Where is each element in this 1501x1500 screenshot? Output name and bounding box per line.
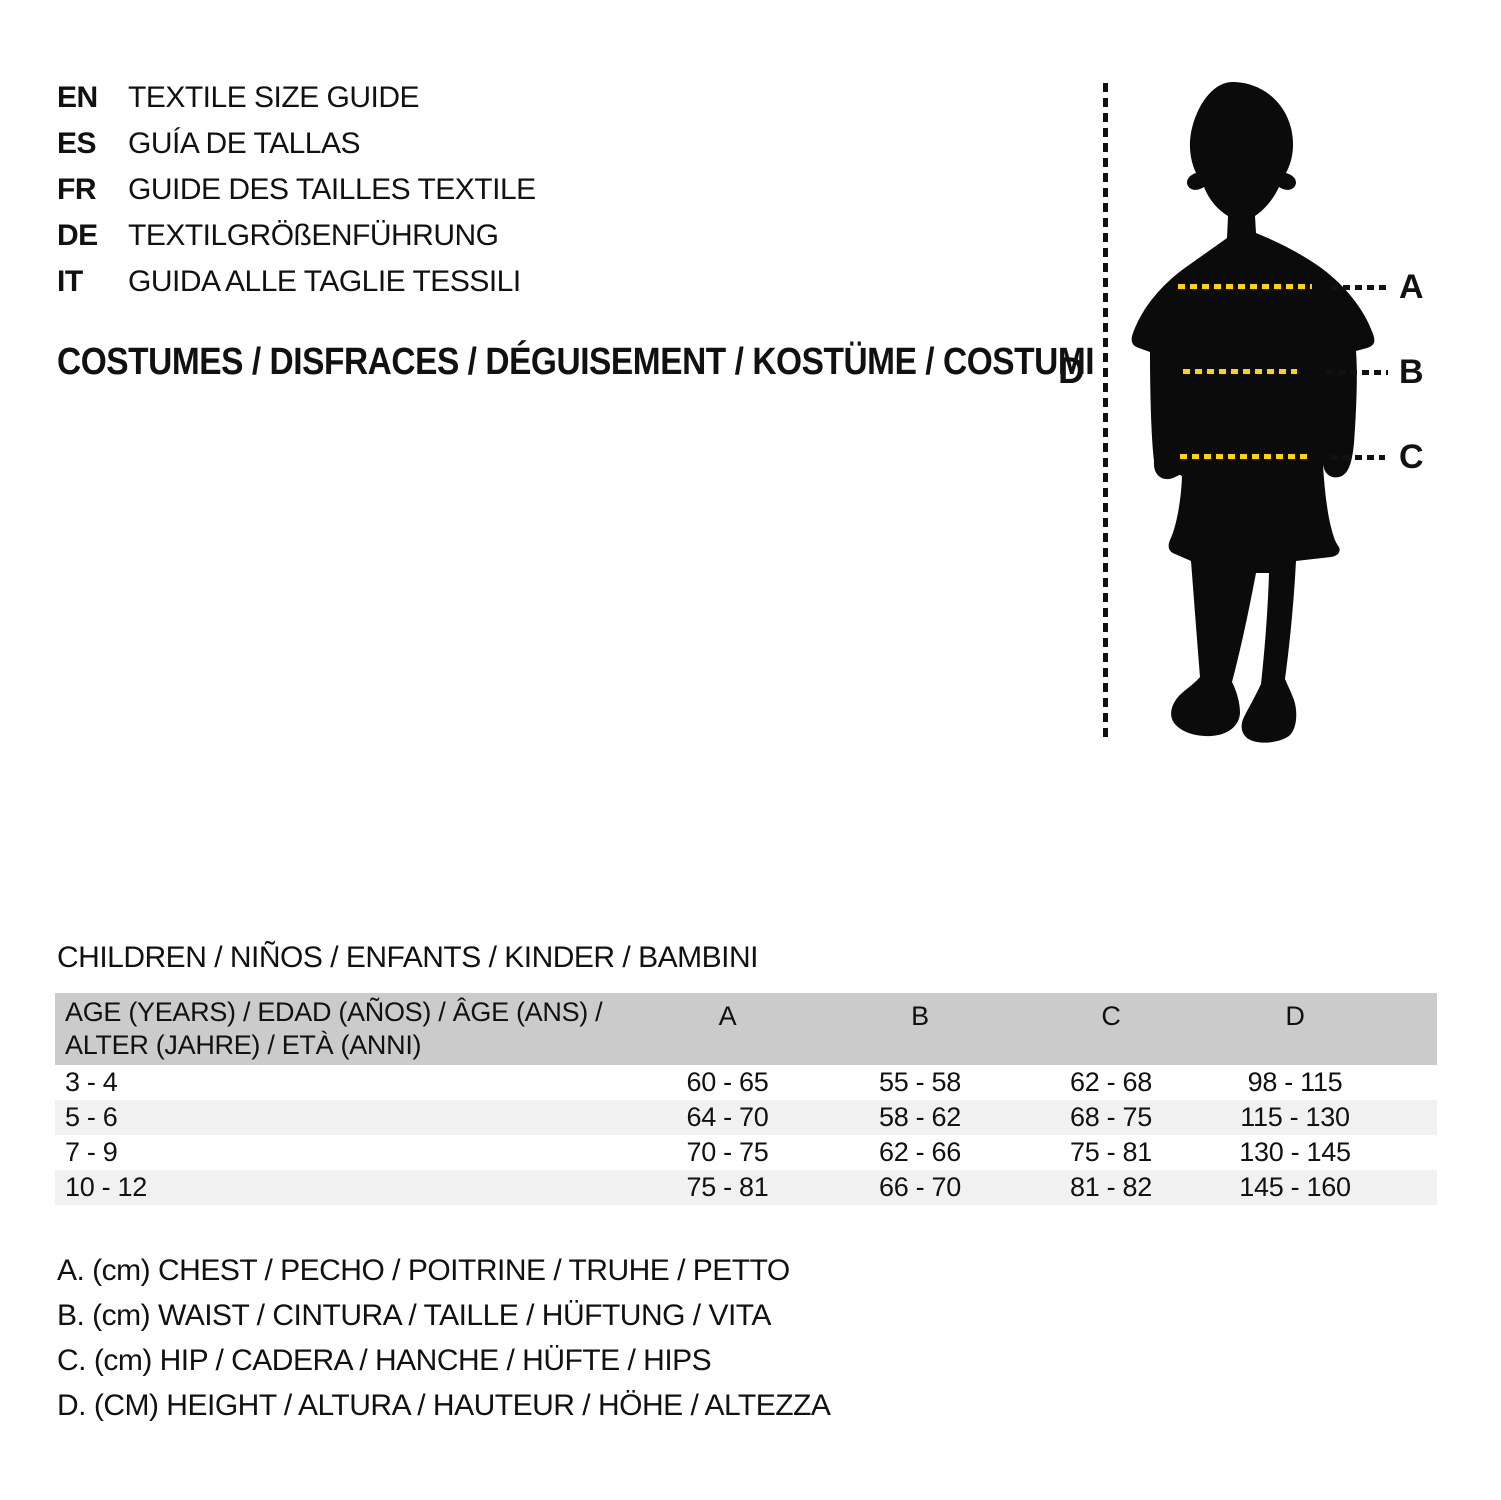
child-silhouette-illustration	[1131, 82, 1375, 743]
waist-cell: 55 - 58	[879, 1067, 961, 1097]
table-body: 3 - 4 60 - 65 55 - 58 62 - 68 98 - 115 5…	[55, 1065, 1437, 1205]
measure-label-b: B	[1399, 353, 1424, 391]
hip-cell: 75 - 81	[1070, 1137, 1152, 1167]
language-code: ES	[57, 127, 97, 160]
waist-leader-dashed-line	[1326, 370, 1388, 375]
age-cell: 5 - 6	[65, 1102, 118, 1132]
hip-leader-dashed-line	[1331, 455, 1385, 460]
measure-label-c: C	[1399, 438, 1424, 476]
language-title: GUÍA DE TALLAS	[128, 127, 361, 160]
language-row: FR GUIDE DES TAILLES TEXTILE	[57, 167, 536, 213]
table-title: CHILDREN / NIÑOS / ENFANTS / KINDER / BA…	[57, 941, 758, 974]
legend-waist: B. (cm) WAIST / CINTURA / TAILLE / HÜFTU…	[57, 1299, 771, 1332]
table-row: 10 - 12 75 - 81 66 - 70 81 - 82 145 - 16…	[55, 1170, 1437, 1205]
hip-cell: 68 - 75	[1070, 1102, 1152, 1132]
measure-label-a: A	[1399, 268, 1424, 306]
language-title: TEXTILGRÖßENFÜHRUNG	[128, 219, 499, 252]
measurement-legend: A. (cm) CHEST / PECHO / POITRINE / TRUHE…	[57, 1248, 831, 1428]
chest-cell: 64 - 70	[686, 1102, 769, 1132]
chest-measure-dashed-line	[1178, 284, 1312, 289]
measure-label-d: D	[1058, 350, 1085, 391]
chest-cell: 75 - 81	[686, 1172, 769, 1202]
size-table: AGE (YEARS) / EDAD (AÑOS) / ÂGE (ANS) / …	[55, 993, 1437, 1205]
height-cell: 98 - 115	[1247, 1067, 1343, 1097]
waist-measure-dashed-line	[1183, 369, 1297, 374]
age-header-line1: AGE (YEARS) / EDAD (AÑOS) / ÂGE (ANS) /	[65, 997, 603, 1027]
hip-cell: 81 - 82	[1070, 1172, 1152, 1202]
age-column-header: AGE (YEARS) / EDAD (AÑOS) / ÂGE (ANS) / …	[55, 993, 630, 1065]
column-header-d: D	[1285, 1001, 1305, 1031]
age-cell: 3 - 4	[65, 1067, 118, 1097]
legend-chest: A. (cm) CHEST / PECHO / POITRINE / TRUHE…	[57, 1254, 790, 1287]
legend-height: D. (CM) HEIGHT / ALTURA / HAUTEUR / HÖHE…	[57, 1389, 831, 1422]
hip-measure-dashed-line	[1180, 454, 1308, 459]
age-header-line2: ALTER (JAHRE) / ETÀ (ANNI)	[65, 1030, 422, 1060]
legend-hip: C. (cm) HIP / CADERA / HANCHE / HÜFTE / …	[57, 1344, 712, 1377]
waist-cell: 62 - 66	[879, 1137, 961, 1167]
language-row: EN TEXTILE SIZE GUIDE	[57, 75, 536, 121]
height-cell: 130 - 145	[1239, 1137, 1351, 1167]
column-header-a: A	[718, 1001, 737, 1031]
table-row: 5 - 6 64 - 70 58 - 62 68 - 75 115 - 130	[55, 1100, 1437, 1135]
waist-cell: 66 - 70	[879, 1172, 961, 1202]
language-title: GUIDA ALLE TAGLIE TESSILI	[128, 265, 521, 298]
height-cell: 115 - 130	[1240, 1102, 1350, 1132]
waist-cell: 58 - 62	[879, 1102, 961, 1132]
chest-cell: 70 - 75	[686, 1137, 769, 1167]
language-row: DE TEXTILGRÖßENFÜHRUNG	[57, 213, 536, 259]
table-row: 3 - 4 60 - 65 55 - 58 62 - 68 98 - 115	[55, 1065, 1437, 1100]
language-code: EN	[57, 81, 98, 114]
language-row: IT GUIDA ALLE TAGLIE TESSILI	[57, 259, 536, 305]
age-cell: 7 - 9	[65, 1137, 118, 1167]
column-header-b: B	[911, 1001, 929, 1031]
language-row: ES GUÍA DE TALLAS	[57, 121, 536, 167]
chest-leader-dashed-line	[1331, 285, 1388, 290]
column-header-c: C	[1101, 1001, 1121, 1031]
language-code: IT	[57, 265, 83, 298]
language-list: EN TEXTILE SIZE GUIDE ES GUÍA DE TALLAS …	[57, 75, 536, 305]
height-measure-dashed-line	[1103, 83, 1108, 743]
chest-cell: 60 - 65	[686, 1067, 769, 1097]
table-header-row: AGE (YEARS) / EDAD (AÑOS) / ÂGE (ANS) / …	[55, 993, 1437, 1065]
hip-cell: 62 - 68	[1070, 1067, 1152, 1097]
language-code: FR	[57, 173, 97, 206]
category-heading: COSTUMES / DISFRACES / DÉGUISEMENT / KOS…	[57, 341, 1095, 383]
language-title: TEXTILE SIZE GUIDE	[128, 81, 420, 114]
height-cell: 145 - 160	[1239, 1172, 1351, 1202]
age-cell: 10 - 12	[65, 1172, 147, 1202]
table-row: 7 - 9 70 - 75 62 - 66 75 - 81 130 - 145	[55, 1135, 1437, 1170]
language-title: GUIDE DES TAILLES TEXTILE	[128, 173, 536, 206]
language-code: DE	[57, 219, 98, 252]
